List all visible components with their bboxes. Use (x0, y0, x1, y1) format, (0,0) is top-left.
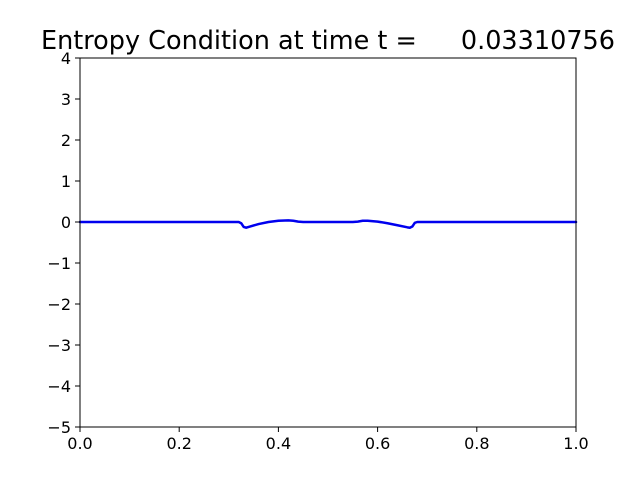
series-line-0 (78, 219, 578, 229)
x-tick-label: 0.6 (365, 434, 390, 453)
y-tick-label: 2 (61, 131, 71, 150)
y-tick-label: 3 (61, 90, 71, 109)
y-tick-label: −5 (47, 418, 71, 437)
plot-area (78, 219, 578, 229)
axes-frame (79, 57, 577, 428)
y-tick-label: 1 (61, 172, 71, 191)
y-tick-label: −1 (47, 254, 71, 273)
y-tick-label: 4 (61, 49, 71, 68)
x-tick-label: 0.2 (166, 434, 191, 453)
y-tick-label: 0 (61, 213, 71, 232)
x-tick-label: 0.4 (266, 434, 291, 453)
chart-title-prefix: Entropy Condition at time t = (41, 26, 417, 56)
y-tick-label: −4 (47, 377, 71, 396)
x-tick-label: 0.8 (464, 434, 489, 453)
chart-title-value: 0.03310756 (461, 26, 615, 56)
y-tick-label: −2 (47, 295, 71, 314)
x-tick-label: 0.0 (67, 434, 92, 453)
x-tick-label: 1.0 (563, 434, 588, 453)
axis-ticks: 0.0 0.2 0.4 0.6 0.8 1.0 4 3 2 1 0 −1 −2 −3 −4 −5 (47, 49, 588, 453)
chart-title: Entropy Condition at time t = 0.03310756 (41, 26, 615, 56)
y-tick-label: −3 (47, 336, 71, 355)
